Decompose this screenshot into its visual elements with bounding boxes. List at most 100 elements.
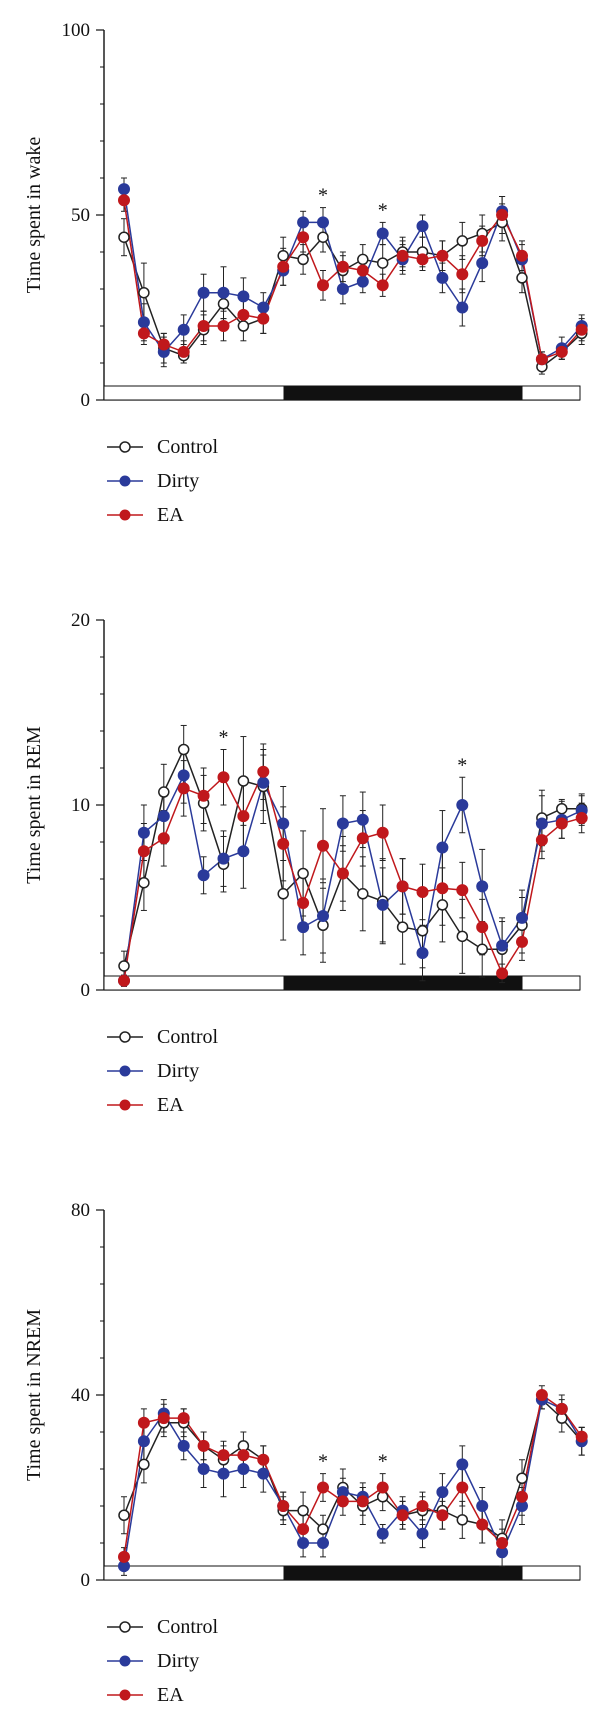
legend-point bbox=[119, 475, 131, 487]
point-dirty bbox=[257, 301, 270, 314]
point-dirty bbox=[496, 939, 509, 952]
point-dirty bbox=[257, 1467, 270, 1480]
point-dirty bbox=[516, 911, 528, 924]
point-control bbox=[138, 1458, 150, 1471]
point-ea bbox=[476, 1518, 489, 1531]
legend-label: Dirty bbox=[157, 1649, 200, 1672]
point-control bbox=[297, 867, 309, 880]
legend-marker-dirty bbox=[107, 1065, 143, 1077]
significance-marker: * bbox=[318, 185, 328, 207]
point-dirty bbox=[336, 283, 349, 295]
y-tick-label: 40 bbox=[71, 1385, 90, 1406]
point-dirty bbox=[416, 947, 429, 959]
point-ea bbox=[496, 967, 509, 980]
point-ea bbox=[535, 1389, 548, 1401]
point-control bbox=[317, 1523, 329, 1535]
dark-phase-bar bbox=[283, 975, 523, 991]
point-dirty bbox=[177, 769, 190, 782]
point-dirty bbox=[118, 183, 130, 196]
point-dirty bbox=[177, 1439, 190, 1452]
legend-marker-ea bbox=[107, 1099, 143, 1111]
nrem-panel: 0 40 80 Time spent in NREM * * Control Dirty EA bbox=[0, 1180, 600, 1724]
point-dirty bbox=[197, 869, 210, 882]
point-ea bbox=[376, 826, 389, 839]
point-control bbox=[158, 786, 170, 798]
y-axis-label: Time spent in REM bbox=[23, 726, 45, 884]
legend-point bbox=[119, 1031, 131, 1043]
legend-marker-control bbox=[107, 1621, 143, 1633]
dark-phase-bar bbox=[283, 1565, 523, 1581]
light-phase-bar bbox=[521, 385, 581, 401]
y-tick-label: 0 bbox=[81, 390, 91, 411]
legend-label: Control bbox=[157, 1025, 219, 1048]
point-ea bbox=[356, 264, 369, 277]
point-dirty bbox=[297, 1537, 310, 1549]
point-dirty bbox=[376, 1527, 389, 1540]
point-ea bbox=[277, 1500, 290, 1512]
point-ea bbox=[197, 789, 210, 802]
point-ea bbox=[575, 323, 588, 336]
legend-point bbox=[119, 1099, 131, 1111]
point-ea bbox=[496, 1537, 509, 1549]
point-ea bbox=[118, 974, 130, 987]
legend-marker-ea bbox=[107, 1689, 143, 1701]
point-dirty bbox=[237, 1463, 250, 1475]
point-control bbox=[138, 286, 150, 299]
point-control bbox=[436, 899, 449, 911]
point-control bbox=[357, 888, 369, 900]
legend-item-control: Control bbox=[105, 1610, 218, 1644]
point-ea bbox=[575, 811, 588, 824]
rem-legend: Control Dirty EA bbox=[105, 1020, 218, 1122]
point-ea bbox=[137, 327, 150, 340]
series-line-ea bbox=[123, 1393, 583, 1557]
point-dirty bbox=[317, 910, 329, 922]
point-ea bbox=[555, 817, 568, 830]
point-dirty bbox=[297, 921, 310, 934]
point-ea bbox=[336, 867, 349, 880]
point-dirty bbox=[257, 776, 270, 789]
series-line-dirty bbox=[123, 773, 583, 981]
point-dirty bbox=[356, 275, 369, 288]
legend-item-dirty: Dirty bbox=[105, 1644, 218, 1678]
point-ea bbox=[575, 1430, 588, 1443]
legend-item-ea: EA bbox=[105, 498, 218, 532]
point-control bbox=[217, 298, 230, 310]
significance-marker: * bbox=[318, 1451, 328, 1473]
legend-point bbox=[119, 1621, 131, 1633]
point-ea bbox=[197, 320, 210, 332]
point-ea bbox=[456, 268, 469, 281]
point-dirty bbox=[197, 286, 210, 299]
point-dirty bbox=[217, 852, 230, 865]
y-tick-label: 100 bbox=[62, 20, 91, 41]
legend-item-ea: EA bbox=[105, 1678, 218, 1712]
y-tick-label: 0 bbox=[81, 1570, 91, 1591]
point-dirty bbox=[237, 290, 250, 303]
legend-point bbox=[119, 1065, 131, 1077]
point-control bbox=[237, 775, 250, 787]
point-control bbox=[138, 876, 150, 889]
point-ea bbox=[217, 771, 230, 784]
point-ea bbox=[297, 897, 310, 910]
point-ea bbox=[317, 1481, 329, 1494]
point-ea bbox=[336, 1495, 349, 1508]
legend-item-control: Control bbox=[105, 1020, 218, 1054]
legend-marker-control bbox=[107, 1031, 143, 1043]
point-ea bbox=[376, 1481, 389, 1494]
light-phase-bar bbox=[103, 385, 285, 401]
rem-chart: 0 10 20 Time spent in REM * * bbox=[23, 610, 588, 1001]
point-control bbox=[237, 320, 250, 332]
legend-marker-dirty bbox=[107, 1655, 143, 1667]
point-ea bbox=[157, 338, 170, 351]
y-tick-label: 0 bbox=[81, 980, 91, 1001]
point-ea bbox=[396, 1509, 409, 1522]
legend-item-control: Control bbox=[105, 430, 218, 464]
point-ea bbox=[297, 231, 310, 244]
point-ea bbox=[336, 260, 349, 273]
legend-label: EA bbox=[157, 503, 184, 526]
point-control bbox=[277, 249, 289, 262]
point-ea bbox=[456, 884, 469, 897]
point-ea bbox=[118, 194, 130, 207]
point-dirty bbox=[137, 316, 150, 329]
point-dirty bbox=[416, 220, 429, 233]
point-ea bbox=[416, 885, 429, 898]
